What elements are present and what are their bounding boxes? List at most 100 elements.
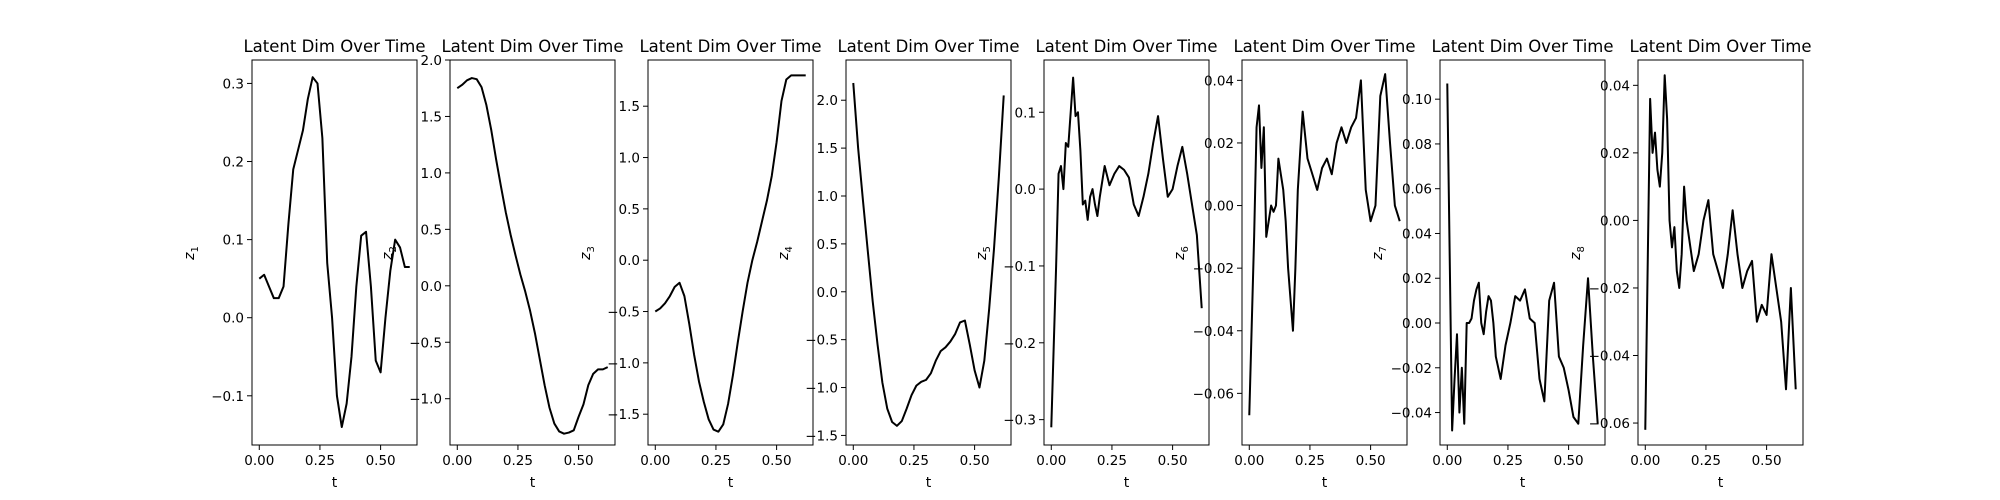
y-tick-label: −0.02 [1193, 261, 1234, 277]
y-tick-label: 0.02 [1600, 146, 1630, 162]
x-axis-label: t [530, 475, 536, 491]
y-axis-label: z5 [974, 246, 993, 261]
x-axis-label: t [1124, 475, 1130, 491]
chart-title: Latent Dim Over Time [837, 37, 1019, 56]
axes-frame [449, 59, 616, 446]
subplot-4: Latent Dim Over Time 0.00 0.25 0.50 −1.5 −1.0… [776, 37, 1020, 491]
x-tick-label: 0.00 [640, 453, 670, 469]
y-tick-label: −0.5 [409, 335, 442, 351]
y-tick-label: −0.5 [607, 305, 640, 321]
y-axis-label: z1 [182, 246, 201, 261]
y-tick-label: −0.04 [1391, 406, 1432, 422]
series-line [258, 76, 410, 429]
y-tick-label: 0.00 [1402, 316, 1432, 332]
y-tick-label: 0.06 [1402, 182, 1432, 198]
y-tick-label: −0.3 [1003, 413, 1036, 429]
y-tick-label: 0.5 [817, 237, 838, 253]
y-tick-label: 0.2 [223, 155, 244, 171]
chart-title: Latent Dim Over Time [1629, 37, 1811, 56]
series-line [1050, 76, 1203, 428]
subplot-3: Latent Dim Over Time 0.00 0.25 0.50 −1.5 −1.0… [578, 37, 822, 491]
axes-frame [1043, 59, 1210, 446]
x-tick-label: 0.00 [442, 453, 472, 469]
y-axis-label: z4 [776, 246, 795, 261]
chart-title: Latent Dim Over Time [243, 37, 425, 56]
y-tick-label: 0.5 [619, 202, 640, 218]
subplot-1: Latent Dim Over Time 0.00 0.25 0.50 −0.1 0.0 0… [182, 37, 426, 491]
y-tick-label: 0.10 [1402, 92, 1432, 108]
axes-frame [845, 59, 1012, 446]
y-tick-label: 1.5 [817, 141, 838, 157]
series-line [1644, 74, 1797, 430]
y-tick-label: −0.1 [1003, 259, 1036, 275]
y-tick-label: −1.0 [805, 381, 838, 397]
y-tick-label: −0.02 [1391, 361, 1432, 377]
y-tick-label: 0.0 [817, 285, 838, 301]
y-tick-label: −0.06 [1589, 416, 1630, 432]
axes-frame [647, 59, 814, 446]
series-line [852, 82, 1005, 427]
y-tick-label: −0.06 [1193, 386, 1234, 402]
x-tick-label: 0.50 [564, 453, 594, 469]
x-tick-label: 0.25 [1691, 453, 1721, 469]
x-tick-label: 0.00 [1036, 453, 1066, 469]
y-axis-label: z6 [1172, 246, 1191, 261]
series-line [654, 74, 806, 433]
x-tick-label: 0.50 [762, 453, 792, 469]
subplot-7: Latent Dim Over Time 0.00 0.25 0.50 −0.04 −0.… [1370, 37, 1614, 491]
chart-title: Latent Dim Over Time [639, 37, 821, 56]
y-axis-label: z2 [380, 246, 399, 261]
y-tick-label: 0.04 [1204, 73, 1234, 89]
x-tick-label: 0.50 [1158, 453, 1188, 469]
y-tick-label: 0.00 [1204, 199, 1234, 215]
y-tick-label: 0.1 [223, 233, 244, 249]
series-line [456, 77, 609, 435]
y-tick-label: 0.0 [1015, 182, 1036, 198]
y-tick-label: 0.08 [1402, 137, 1432, 153]
y-tick-label: −1.0 [409, 392, 442, 408]
axes-frame [1241, 59, 1408, 446]
y-tick-label: 0.0 [223, 311, 244, 327]
y-tick-label: 0.04 [1600, 78, 1630, 94]
subplot-5: Latent Dim Over Time 0.00 0.25 0.50 −0.3 −0.2… [974, 37, 1218, 491]
y-tick-label: 2.0 [817, 93, 838, 109]
subplot-8: Latent Dim Over Time 0.00 0.25 0.50 −0.06 −0.… [1568, 37, 1812, 491]
x-axis-label: t [1520, 475, 1526, 491]
x-axis-label: t [728, 475, 734, 491]
x-axis-label: t [332, 475, 338, 491]
y-axis-label: z7 [1370, 246, 1389, 261]
y-tick-label: 0.1 [1015, 105, 1036, 121]
y-tick-label: −0.5 [805, 333, 838, 349]
y-tick-label: −0.04 [1589, 349, 1630, 365]
series-line [1446, 83, 1599, 432]
y-tick-label: −0.04 [1193, 324, 1234, 340]
x-tick-label: 0.00 [1630, 453, 1660, 469]
y-tick-label: 0.02 [1204, 136, 1234, 152]
x-tick-label: 0.25 [1097, 453, 1127, 469]
y-tick-label: 0.04 [1402, 226, 1432, 242]
x-tick-label: 0.00 [838, 453, 868, 469]
x-tick-label: 0.00 [1432, 453, 1462, 469]
x-tick-label: 0.00 [1234, 453, 1264, 469]
y-tick-label: −0.02 [1589, 281, 1630, 297]
x-tick-label: 0.25 [1493, 453, 1523, 469]
y-tick-label: 0.02 [1402, 271, 1432, 287]
y-tick-label: 1.5 [619, 99, 640, 115]
chart-title: Latent Dim Over Time [1035, 37, 1217, 56]
series-line [1248, 73, 1401, 416]
x-tick-label: 0.50 [960, 453, 990, 469]
x-tick-label: 0.50 [1752, 453, 1782, 469]
x-axis-label: t [1322, 475, 1328, 491]
y-tick-label: −0.2 [1003, 336, 1036, 352]
x-axis-label: t [926, 475, 932, 491]
axes-frame [251, 59, 418, 446]
y-tick-label: 0.3 [223, 76, 244, 92]
y-tick-label: 0.0 [619, 253, 640, 269]
x-tick-label: 0.25 [899, 453, 929, 469]
y-tick-label: 1.0 [619, 151, 640, 167]
chart-title: Latent Dim Over Time [1431, 37, 1613, 56]
y-axis-label: z3 [578, 246, 597, 261]
axes-frame [1439, 59, 1606, 446]
x-tick-label: 0.25 [1295, 453, 1325, 469]
